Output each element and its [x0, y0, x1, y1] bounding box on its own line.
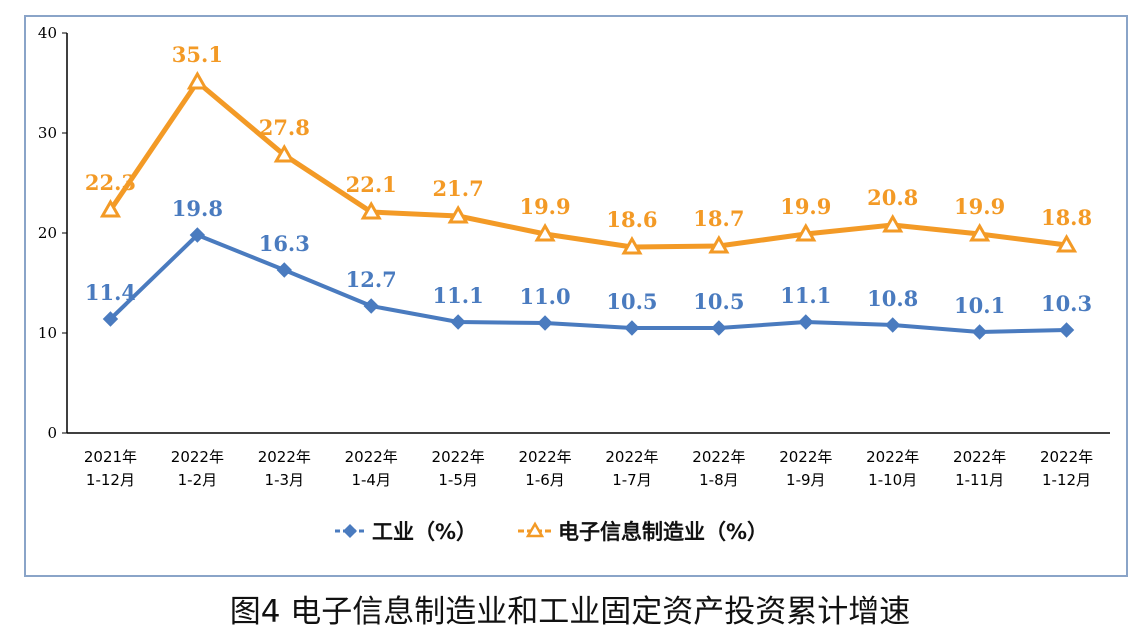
diamond-marker — [102, 311, 119, 327]
diamond-marker — [1058, 322, 1075, 338]
x-tick-label: 1-10月 — [868, 471, 917, 489]
x-tick-label: 1-12月 — [86, 471, 135, 489]
diamond-marker — [450, 314, 466, 330]
x-tick-label: 2022年 — [171, 448, 224, 466]
triangle-marker — [360, 200, 382, 220]
x-tick-label: 1-7月 — [612, 471, 652, 489]
y-tick-label: 20 — [38, 224, 57, 242]
x-tick-label: 2022年 — [605, 448, 658, 466]
triangle-marker — [534, 222, 556, 242]
data-label: 19.9 — [780, 194, 831, 219]
y-tick-label: 40 — [38, 24, 57, 42]
diamond-marker — [189, 227, 206, 243]
data-label: 19.9 — [519, 194, 570, 219]
x-tick-label: 2022年 — [1040, 448, 1093, 466]
y-tick-label: 10 — [38, 324, 57, 342]
y-tick-label: 30 — [38, 124, 57, 142]
x-tick-label: 1-11月 — [955, 471, 1004, 489]
x-tick-label: 2022年 — [866, 448, 919, 466]
x-tick-label: 1-6月 — [525, 471, 565, 489]
series-line-industry — [108, 233, 1069, 334]
x-tick-label: 2022年 — [432, 448, 485, 466]
x-tick-label: 1-9月 — [786, 471, 826, 489]
x-tick-label: 2022年 — [518, 448, 571, 466]
data-label: 11.0 — [519, 284, 570, 309]
legend-label-industry: 工业（%） — [372, 520, 477, 544]
x-tick-label: 1-12月 — [1042, 471, 1091, 489]
x-tick-label: 2022年 — [779, 448, 832, 466]
triangle-marker — [795, 222, 817, 242]
diamond-marker — [885, 317, 901, 333]
series-line-electronics — [107, 79, 1070, 250]
data-label: 35.1 — [172, 42, 223, 67]
data-label: 10.8 — [867, 286, 918, 311]
legend-diamond-icon — [343, 524, 357, 538]
triangle-marker — [447, 204, 469, 224]
x-tick-label: 2021年 — [84, 448, 137, 466]
x-tick-label: 2022年 — [953, 448, 1006, 466]
data-label: 10.3 — [1041, 291, 1092, 316]
data-label: 22.3 — [85, 170, 136, 195]
diamond-marker — [798, 314, 814, 330]
triangle-marker — [186, 70, 208, 90]
data-label: 10.1 — [954, 293, 1005, 318]
data-label: 27.8 — [259, 115, 310, 140]
triangle-marker — [1055, 233, 1078, 253]
diamond-marker — [537, 315, 553, 331]
data-label: 22.1 — [346, 172, 397, 197]
triangle-marker — [708, 234, 730, 254]
triangle-marker — [273, 143, 295, 163]
x-tick-label: 1-8月 — [699, 471, 739, 489]
diamond-marker — [711, 320, 727, 336]
diamond-marker — [624, 320, 640, 336]
data-label: 11.1 — [433, 283, 484, 308]
triangle-marker — [99, 198, 122, 218]
data-label: 18.8 — [1041, 205, 1092, 230]
x-tick-label: 1-2月 — [178, 471, 218, 489]
figure-caption: 图4 电子信息制造业和工业固定资产投资累计增速 — [229, 594, 911, 630]
y-tick-label: 0 — [47, 424, 57, 442]
diamond-marker — [363, 298, 379, 314]
data-label: 11.4 — [85, 280, 136, 305]
data-label: 10.5 — [606, 289, 657, 314]
data-label: 19.9 — [954, 194, 1005, 219]
legend-label-electronics: 电子信息制造业（%） — [558, 520, 768, 544]
x-tick-label: 1-3月 — [265, 471, 305, 489]
x-tick-label: 1-5月 — [438, 471, 478, 489]
diamond-marker — [276, 262, 292, 278]
triangle-marker — [969, 222, 991, 242]
data-label: 16.3 — [259, 231, 310, 256]
triangle-marker — [621, 235, 643, 255]
x-tick-label: 1-4月 — [351, 471, 391, 489]
x-tick-label: 2022年 — [258, 448, 311, 466]
legend-triangle-icon — [525, 521, 545, 538]
data-label: 20.8 — [867, 185, 918, 210]
data-label: 21.7 — [433, 176, 484, 201]
line-chart: 0 10 20 30 40 2021年 1-12月 2022年 1-2月 2022年 1-3月 202… — [38, 24, 1110, 544]
x-tick-label: 2022年 — [345, 448, 398, 466]
chart-frame — [24, 15, 1128, 577]
x-tick-label: 2022年 — [692, 448, 745, 466]
triangle-marker — [882, 213, 904, 233]
data-label: 12.7 — [346, 267, 397, 292]
diamond-marker — [971, 324, 988, 340]
data-label: 18.7 — [693, 206, 744, 231]
data-label: 10.5 — [693, 289, 744, 314]
data-label: 18.6 — [606, 207, 657, 232]
data-label: 19.8 — [172, 196, 223, 221]
data-label: 11.1 — [780, 283, 831, 308]
